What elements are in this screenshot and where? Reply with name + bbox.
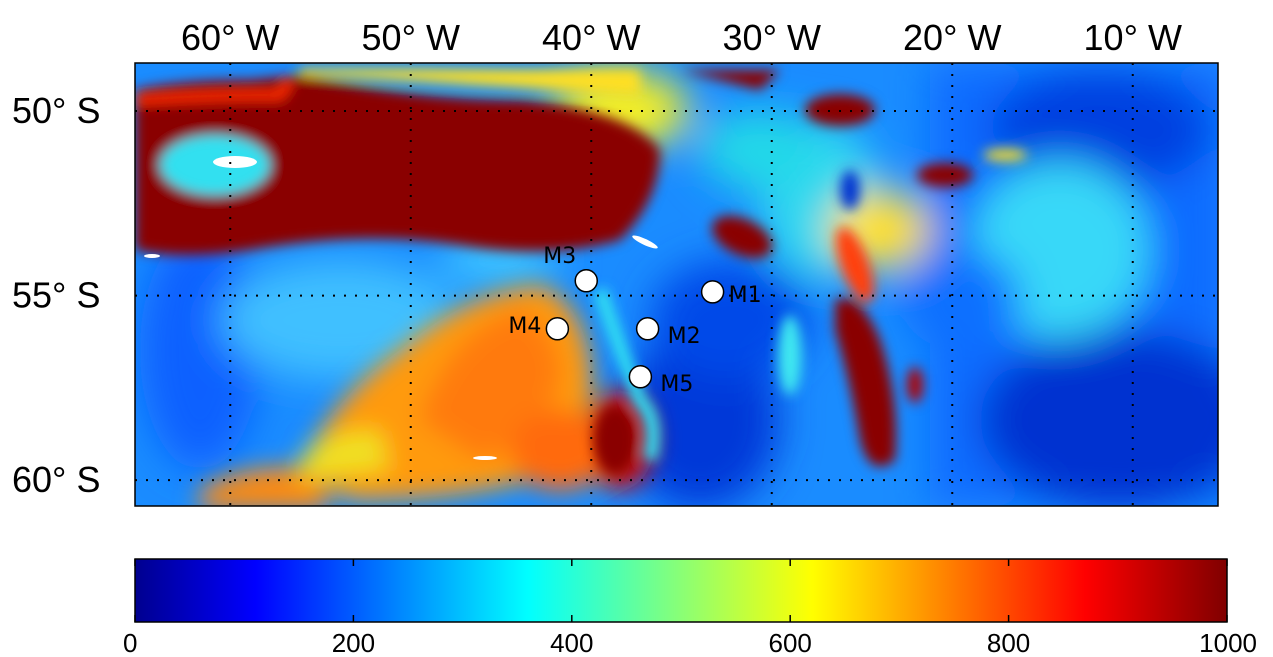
colorbar-tick-label: 600 — [769, 628, 812, 657]
mooring-marker-m3 — [574, 269, 598, 293]
colorbar-tick-label: 800 — [987, 628, 1030, 657]
mooring-label-m4: M4 — [508, 314, 541, 339]
longitude-label: 10° W — [1084, 17, 1182, 58]
longitude-label: 60° W — [181, 17, 279, 58]
colorbar-tick-label: 1000 — [1199, 628, 1257, 657]
colorbar-tick-label: 200 — [332, 628, 375, 657]
colorbar-gradient — [134, 558, 1228, 623]
colorbar-tick-label: 0 — [123, 628, 137, 657]
longitude-label: 40° W — [542, 17, 640, 58]
depth-field-map — [135, 63, 1218, 506]
mooring-marker-m2 — [635, 317, 660, 341]
mooring-marker-m1 — [700, 280, 725, 304]
mooring-marker-m5 — [628, 365, 653, 389]
colorbar-tick-label: 400 — [550, 628, 593, 657]
longitude-label: 20° W — [903, 17, 1001, 58]
mooring-label-m5: M5 — [660, 372, 693, 397]
longitude-label: 30° W — [723, 17, 821, 58]
latitude-label: 50° S — [12, 90, 100, 131]
missing-data-patches — [144, 156, 658, 460]
mooring-label-m2: M2 — [668, 324, 701, 349]
longitude-labels: 60° W 50° W 40° W 30° W 20° W 10° W — [181, 17, 1182, 58]
colorbar: 0 200 400 600 800 1000 — [123, 558, 1257, 657]
mooring-markers: M1 M2 M3 M4 M5 — [508, 244, 761, 397]
mooring-marker-m4 — [545, 317, 570, 341]
mooring-label-m1: M1 — [729, 283, 762, 308]
latitude-label: 60° S — [12, 459, 100, 500]
longitude-label: 50° W — [362, 17, 460, 58]
map-frame — [134, 62, 1219, 507]
latitude-label: 55° S — [12, 275, 100, 316]
mooring-label-m3: M3 — [543, 244, 576, 269]
latitude-labels: 50° S 55° S 60° S — [12, 90, 100, 500]
colorbar-ticks: 0 200 400 600 800 1000 — [123, 559, 1257, 657]
